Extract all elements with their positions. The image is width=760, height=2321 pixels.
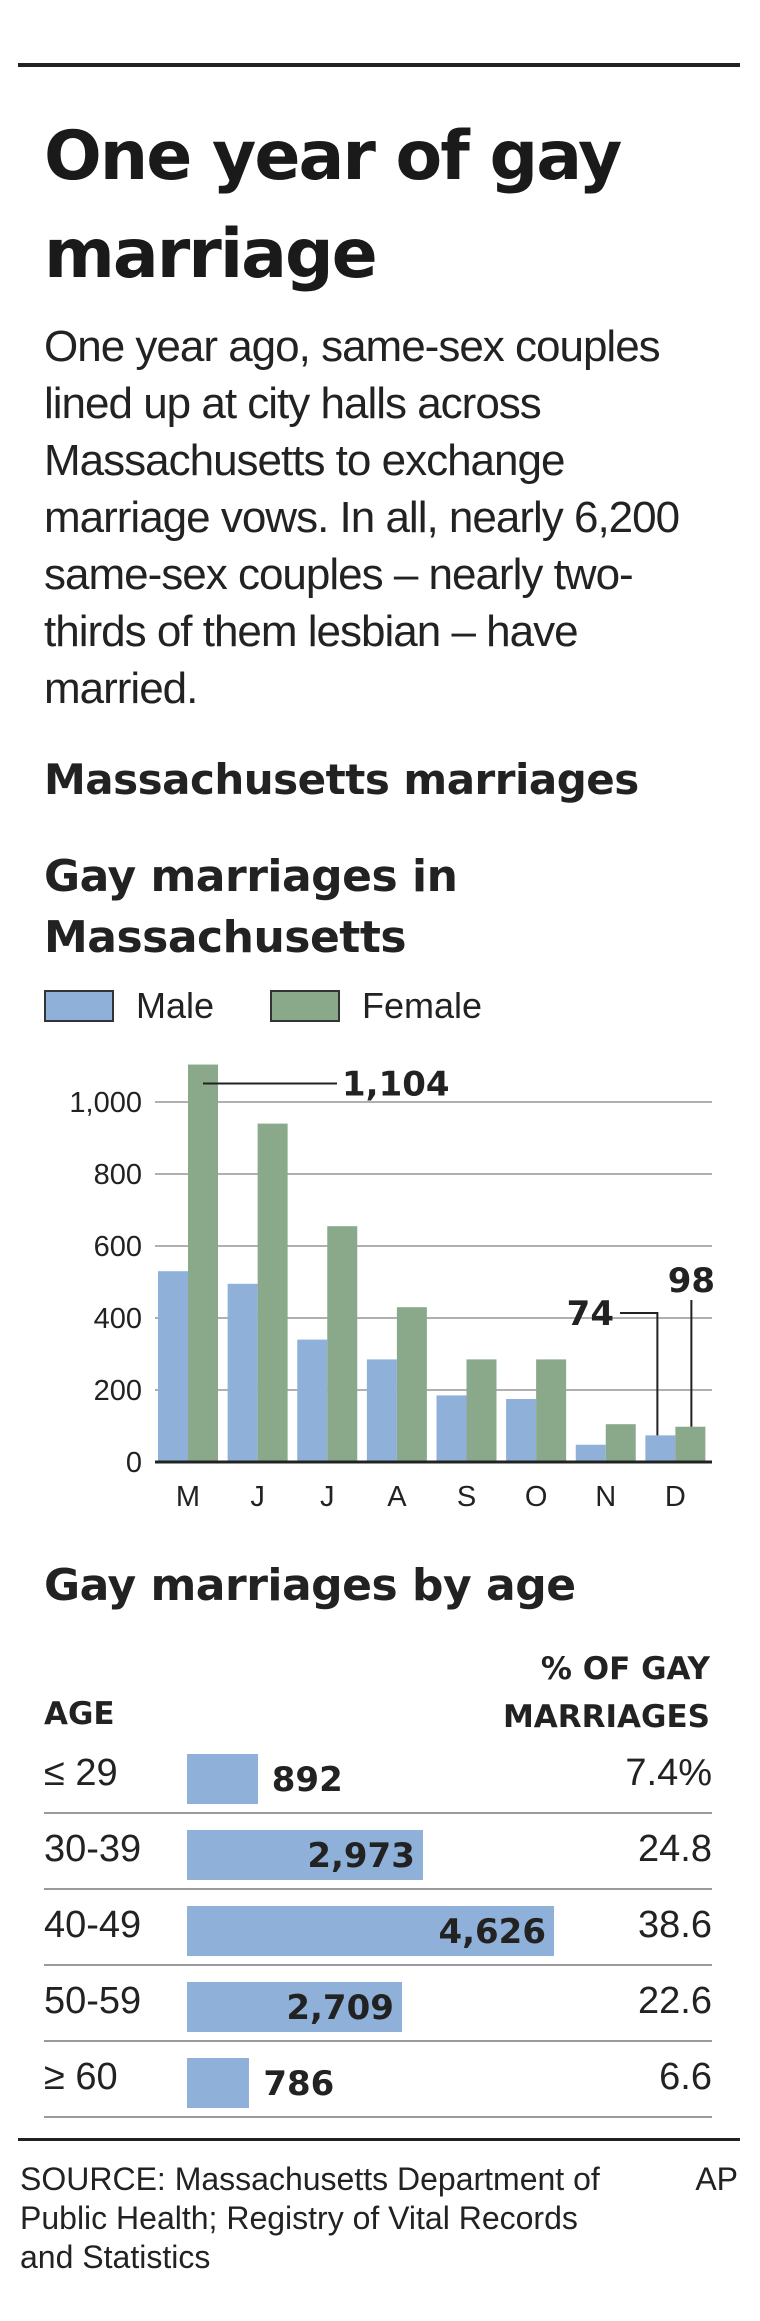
age-percent: 7.4% — [625, 1752, 712, 1794]
row-divider — [44, 1812, 712, 1814]
age-bar — [187, 2058, 250, 2108]
row-divider — [44, 1888, 712, 1890]
bar-female — [396, 1307, 427, 1462]
top-rule — [18, 63, 740, 67]
annotation-label: 1,104 — [342, 1065, 450, 1105]
x-tick-label: J — [320, 1481, 335, 1513]
age-bar — [187, 1906, 554, 1956]
legend-swatch-female — [270, 990, 340, 1022]
table-row: ≥ 60 786 6.6 — [44, 2042, 712, 2118]
table-row: 50-59 2,709 22.6 — [44, 1966, 712, 2042]
x-tick-label: J — [250, 1481, 265, 1513]
monthly-bar-chart: 0 200 400 600 800 1,000 M J J A S O N D 1,104 74 98 — [69, 1064, 715, 1513]
y-tick-label: 200 — [94, 1375, 142, 1407]
annotation-label: 74 — [567, 1294, 614, 1334]
age-count: 2,973 — [307, 1836, 415, 1876]
row-divider — [44, 2040, 712, 2042]
intro-text: One year ago, same-sex couples lined up … — [44, 322, 680, 713]
bar-male — [575, 1444, 606, 1462]
table-row: 40-49 4,626 38.6 — [44, 1890, 712, 1966]
x-tick-label: N — [595, 1481, 616, 1513]
credit: AP — [695, 2161, 738, 2197]
percent-column-header: % OF GAY MARRIAGES — [502, 1651, 710, 1735]
bar-male — [645, 1435, 676, 1462]
bar-male — [506, 1399, 537, 1462]
x-tick-label: S — [457, 1481, 476, 1513]
x-tick-label: M — [176, 1481, 200, 1513]
x-tick-label: O — [525, 1481, 548, 1513]
age-percent: 22.6 — [638, 1980, 712, 2022]
annotation-label: 98 — [668, 1261, 715, 1301]
bar-male — [227, 1283, 258, 1462]
bar-female — [327, 1226, 358, 1462]
bar-male — [436, 1395, 467, 1462]
bar-male — [158, 1271, 188, 1462]
age-percent: 24.8 — [638, 1828, 712, 1870]
x-tick-label: A — [387, 1481, 407, 1513]
section-title: Massachusetts marriages — [44, 755, 639, 804]
age-label: ≥ 60 — [44, 2056, 118, 2098]
age-count: 892 — [271, 1760, 343, 1800]
age-count: 786 — [263, 2064, 335, 2104]
source-note: SOURCE: Massachusetts Department of Publ… — [20, 2161, 600, 2275]
legend-label-male: Male — [136, 985, 215, 1026]
age-label: 40-49 — [44, 1904, 142, 1946]
age-percent: 6.6 — [659, 2056, 712, 2098]
x-tick-label: D — [665, 1481, 686, 1513]
y-tick-label: 0 — [126, 1447, 142, 1479]
legend-item-female: Female — [270, 985, 483, 1026]
bar-male — [297, 1339, 328, 1462]
age-chart-title: Gay marriages by age — [44, 1560, 576, 1611]
age-count: 2,709 — [286, 1988, 394, 2028]
age-column-header: AGE — [44, 1696, 115, 1732]
age-count: 4,626 — [438, 1912, 546, 1952]
table-row: 30-39 2,973 24.8 — [44, 1814, 712, 1890]
age-label: 30-39 — [44, 1828, 142, 1870]
legend-item-male: Male — [44, 985, 215, 1026]
bar-female — [536, 1359, 567, 1462]
bar-female — [188, 1064, 218, 1462]
age-label: 50-59 — [44, 1980, 142, 2022]
age-label: ≤ 29 — [44, 1752, 118, 1794]
headline: One year of gay marriage — [44, 117, 622, 294]
age-bar — [187, 1830, 423, 1880]
bar-male — [366, 1359, 397, 1462]
bar-female — [605, 1424, 636, 1462]
legend-swatch-male — [44, 990, 114, 1022]
age-bar — [187, 1982, 402, 2032]
table-row: ≤ 29 892 7.4% — [44, 1738, 712, 1814]
row-divider — [44, 1964, 712, 1966]
bottom-rule — [18, 2138, 740, 2141]
bar-female — [675, 1426, 706, 1462]
bar-female — [466, 1359, 497, 1462]
bar-female — [257, 1123, 288, 1462]
age-bar — [187, 1754, 258, 1804]
row-divider — [44, 2116, 712, 2118]
y-tick-label: 800 — [94, 1159, 142, 1191]
legend-label-female: Female — [362, 985, 483, 1026]
y-tick-label: 1,000 — [69, 1087, 142, 1119]
annotation-leader — [620, 1312, 659, 1436]
y-tick-label: 400 — [94, 1303, 142, 1335]
bar-chart-title: Gay marriages in Massachusetts — [44, 851, 458, 963]
age-percent: 38.6 — [638, 1904, 712, 1946]
y-tick-label: 600 — [94, 1231, 142, 1263]
